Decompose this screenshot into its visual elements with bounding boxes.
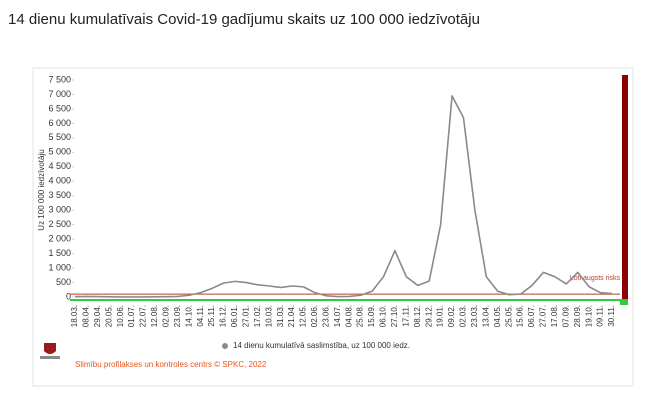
x-tick-label: 12.08. xyxy=(150,305,159,327)
x-tick-label: 14.10. xyxy=(184,305,193,327)
x-tick-label: 14.07. xyxy=(333,305,342,327)
risk-scale-low xyxy=(620,299,628,305)
x-tick-label: 10.06. xyxy=(116,305,125,327)
y-tick-label: 6 000 xyxy=(48,118,71,128)
x-tick-label: 06.01. xyxy=(230,305,239,327)
y-tick-label: 1 000 xyxy=(48,262,71,272)
threshold-label: Ļoti augsts risks xyxy=(570,275,621,282)
x-tick-label: 29.04. xyxy=(93,305,102,327)
risk-scale-high xyxy=(622,75,628,300)
chart-title: 14 dienu kumulatīvais Covid-19 gadījumu … xyxy=(8,11,480,28)
x-tick-label: 13.04. xyxy=(481,305,490,327)
legend-label: 14 dienu kumulatīvā saslimstība, uz 100 … xyxy=(233,341,410,350)
x-tick-label: 31.03. xyxy=(276,305,285,327)
x-tick-label: 19.10. xyxy=(584,305,593,327)
y-tick-label: 7 500 xyxy=(48,74,71,84)
x-tick-label: 25.05. xyxy=(504,305,513,327)
x-tick-label: 19.01. xyxy=(436,305,445,327)
x-tick-label: 09.02. xyxy=(447,305,456,327)
x-tick-label: 12.05. xyxy=(299,305,308,327)
x-tick-label: 27.01. xyxy=(241,305,250,327)
x-tick-label: 01.07. xyxy=(127,305,136,327)
y-tick-label: 3 500 xyxy=(48,190,71,200)
x-tick-label: 04.08. xyxy=(344,305,353,327)
logo xyxy=(40,343,60,359)
y-axis-label: Uz 100 000 iedzīvotāju xyxy=(37,149,46,230)
footer: Slimību profilakses un kontroles centrs … xyxy=(75,360,267,369)
x-tick-label: 25.11. xyxy=(207,305,216,327)
x-tick-label: 06.10. xyxy=(379,305,388,327)
x-tick-label: 16.12. xyxy=(219,305,228,327)
x-tick-label: 23.06. xyxy=(321,305,330,327)
x-tick-label: 07.09. xyxy=(561,305,570,327)
x-tick-label: 10.03. xyxy=(264,305,273,327)
x-tick-label: 20.05. xyxy=(104,305,113,327)
y-tick-label: 7 000 xyxy=(48,89,71,99)
x-tick-label: 27.07. xyxy=(539,305,548,327)
x-tick-label: 02.06. xyxy=(310,305,319,327)
y-tick-label: 2 000 xyxy=(48,234,71,244)
x-tick-label: 08.12. xyxy=(413,305,422,327)
x-tick-label: 28.09. xyxy=(573,305,582,327)
y-tick-label: 2 500 xyxy=(48,219,71,229)
legend-marker xyxy=(222,343,228,349)
y-tick-label: 4 500 xyxy=(48,161,71,171)
x-tick-label: 15.09. xyxy=(367,305,376,327)
x-tick-label: 02.03. xyxy=(459,305,468,327)
x-tick-label: 27.10. xyxy=(390,305,399,327)
x-tick-label: 04.05. xyxy=(493,305,502,327)
x-tick-label: 21.04. xyxy=(287,305,296,327)
x-tick-label: 17.08. xyxy=(550,305,559,327)
x-tick-label: 02.09. xyxy=(162,305,171,327)
y-tick-label: 5 000 xyxy=(48,147,71,157)
y-tick-label: 4 000 xyxy=(48,176,71,186)
y-tick-label: 1 500 xyxy=(48,248,71,258)
x-tick-label: 30.11. xyxy=(607,305,616,327)
x-tick-label: 18.03. xyxy=(70,305,79,327)
x-tick-label: 06.07. xyxy=(527,305,536,327)
x-tick-label: 23.09. xyxy=(173,305,182,327)
y-tick-label: 500 xyxy=(56,277,71,287)
chart-frame xyxy=(32,67,634,387)
x-tick-label: 25.08. xyxy=(356,305,365,327)
x-tick-label: 17.11. xyxy=(401,305,410,327)
series-line xyxy=(74,95,613,298)
x-tick-label: 09.11. xyxy=(596,305,605,327)
y-tick-label: 6 500 xyxy=(48,103,71,113)
x-tick-label: 04.11. xyxy=(196,305,205,327)
x-tick-label: 22.07. xyxy=(139,305,148,327)
x-tick-label: 29.12. xyxy=(424,305,433,327)
x-tick-label: 23.03. xyxy=(470,305,479,327)
y-tick-label: 0 xyxy=(66,291,71,301)
x-tick-label: 15.06. xyxy=(516,305,525,327)
y-tick-label: 3 000 xyxy=(48,205,71,215)
x-tick-label: 08.04. xyxy=(82,305,91,327)
x-tick-label: 17.02. xyxy=(253,305,262,327)
y-tick-label: 5 500 xyxy=(48,132,71,142)
